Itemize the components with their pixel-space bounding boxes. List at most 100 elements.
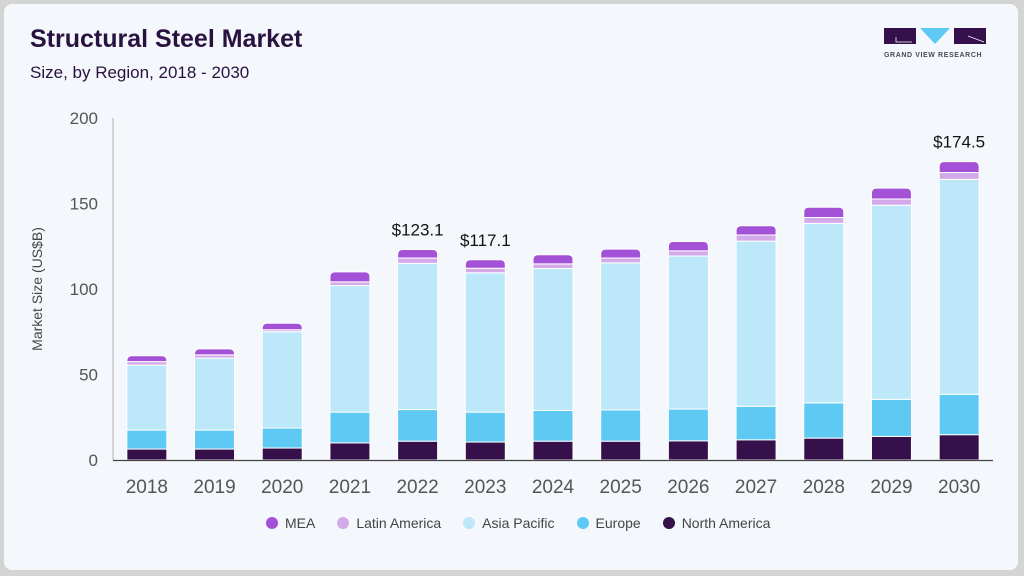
bar-segment-mea [126,355,168,363]
bar-segment-north-america [261,447,303,461]
chart-title: Structural Steel Market [30,25,303,53]
bar-group-2022 [397,248,439,461]
bar-group-2024 [532,254,574,461]
y-tick-label: 150 [70,195,98,214]
bar-segment-asia-pacific [329,285,371,413]
y-tick-label: 200 [70,109,98,128]
x-tick-label: 2030 [938,477,980,498]
bar-segment-asia-pacific [667,255,709,410]
bar-segment-europe [126,429,168,450]
bar-segment-north-america [870,435,912,461]
bar-segment-mea [464,259,506,269]
bar-group-2019 [194,348,236,461]
legend-label: Europe [595,515,641,531]
bar-segment-asia-pacific [532,267,574,411]
bar-segment-mea [735,225,777,236]
legend-item-mea[interactable]: MEA [266,515,315,531]
legend-swatch-icon [662,517,675,529]
bar-segment-north-america [667,440,709,461]
bar-segment-latin-america [397,257,439,264]
bar-segment-asia-pacific [194,357,236,431]
legend-label: MEA [285,515,316,531]
bar-segment-asia-pacific [735,240,777,407]
bar-segment-mea [600,248,642,259]
bar-segment-mea [329,271,371,283]
legend-item-latin-america[interactable]: Latin America [337,515,441,531]
bar-segment-europe [938,393,980,436]
y-axis: 0 50 100 150 200 [70,109,114,470]
data-label: $117.1 [460,231,511,250]
bar-group-2020 [261,322,303,461]
bar-segment-north-america [600,440,642,461]
bar-segment-latin-america [329,281,371,287]
legend-swatch-icon [576,517,589,529]
bar-segment-europe [194,429,236,450]
x-tick-label: 2026 [667,477,709,498]
x-tick-label: 2019 [193,477,235,498]
bar-group-2030 [938,161,980,461]
legend-label: Asia Pacific [482,515,555,531]
legend: MEA Latin America Asia Pacific Europe North … [266,515,770,531]
bar-segment-north-america [194,448,236,461]
bar-group-2023 [464,259,506,461]
bar-segment-mea [803,206,845,219]
bar-segment-europe [735,405,777,441]
bar-group-2027 [735,225,777,461]
x-tick-label: 2018 [126,477,168,498]
x-tick-label: 2028 [803,477,845,498]
bar-segment-north-america [126,448,168,461]
bar-segment-asia-pacific [464,272,506,413]
x-tick-label: 2025 [600,477,642,498]
legend-item-asia-pacific[interactable]: Asia Pacific [463,515,555,531]
x-tick-label: 2024 [532,477,575,498]
chart-card [4,4,1018,570]
bar-segment-north-america [938,434,980,461]
bar-segment-north-america [397,440,439,461]
legend-item-north-america[interactable]: North America [662,515,771,531]
bar-segment-asia-pacific [870,204,912,400]
bar-segment-europe [261,427,303,449]
data-label: $123.1 [392,220,444,239]
bar-segment-mea [532,254,574,265]
bar-segment-north-america [735,439,777,461]
x-tick-label: 2020 [261,477,303,498]
bar-group-2018 [126,355,168,461]
bar-group-2026 [667,240,709,461]
bar-segment-north-america [329,442,371,461]
bar-segment-mea [938,161,980,174]
bar-segment-latin-america [870,198,912,206]
x-axis: 2018 2019 2020 2021 2022 2023 2024 2025 2026 2027… [113,459,993,498]
legend-swatch-icon [266,517,278,529]
bar-segment-europe [464,411,506,443]
bar-segment-mea [261,322,303,331]
bar-segment-europe [803,402,845,439]
bar-segment-asia-pacific [803,222,845,404]
bar-segment-asia-pacific [397,262,439,411]
x-tick-label: 2027 [735,477,777,498]
bar-segment-europe [329,411,371,444]
y-tick-label: 50 [79,366,98,385]
x-tick-label: 2023 [464,477,506,498]
bar-segment-asia-pacific [600,262,642,411]
bar-segment-latin-america [600,257,642,264]
legend-swatch-icon [337,517,350,529]
legend-label: North America [681,515,771,531]
chart-subtitle: Size, by Region, 2018 - 2030 [30,63,250,82]
bar-group-2025 [600,248,642,461]
legend-swatch-icon [463,517,476,529]
bar-group-2028 [803,206,845,461]
brand-text: GRAND VIEW RESEARCH [884,52,983,59]
bar-group-2029 [870,187,912,461]
y-tick-label: 100 [70,280,98,299]
y-tick-label: 0 [89,451,98,470]
x-tick-label: 2022 [396,477,438,498]
legend-item-europe[interactable]: Europe [576,515,641,531]
bar-segment-mea [194,348,236,356]
bar-segment-mea [870,187,912,200]
bar-segment-latin-america [938,172,980,180]
y-axis-label: Market Size (US$B) [29,227,45,351]
grand-view-research-logo [884,28,986,44]
data-label: $174.5 [933,133,985,152]
bar-segment-europe [870,398,912,437]
